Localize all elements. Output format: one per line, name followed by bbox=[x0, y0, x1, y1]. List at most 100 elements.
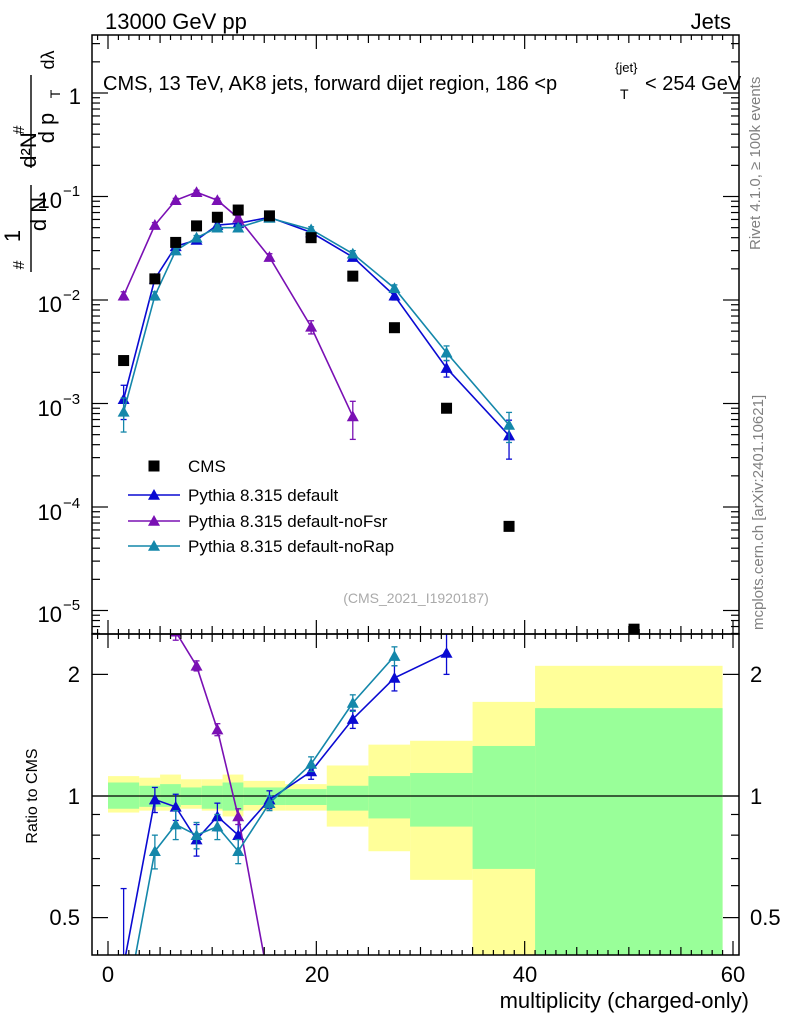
x-tick-label: 20 bbox=[305, 962, 329, 987]
data-point bbox=[191, 220, 203, 232]
y-label-hash: # bbox=[11, 125, 28, 134]
plot-title-tail: < 254 GeV bbox=[645, 73, 742, 95]
data-point bbox=[347, 270, 359, 282]
legend-marker-data bbox=[148, 460, 160, 472]
ratio-point bbox=[211, 820, 224, 832]
ratio-point bbox=[118, 538, 130, 549]
data-point bbox=[305, 232, 317, 244]
series-point bbox=[388, 289, 401, 301]
analysis-watermark: (CMS_2021_I1920187) bbox=[343, 590, 489, 606]
plot-title-subscript: T bbox=[620, 86, 629, 102]
x-tick-label: 60 bbox=[721, 962, 745, 987]
ratio-point bbox=[232, 845, 245, 857]
series-point bbox=[117, 289, 130, 301]
y-tick-exponent: −4 bbox=[63, 495, 80, 512]
stat-band bbox=[201, 785, 223, 809]
ratio-point bbox=[346, 713, 359, 724]
data-point bbox=[232, 204, 244, 216]
stat-band bbox=[368, 776, 411, 819]
legend-label: CMS bbox=[188, 457, 226, 476]
ratio-point bbox=[169, 634, 182, 637]
y-tick-label: 10 bbox=[38, 602, 62, 627]
main-plot-series bbox=[117, 186, 640, 634]
legend-marker bbox=[148, 489, 160, 500]
series-point bbox=[346, 247, 359, 259]
legend-marker bbox=[148, 540, 160, 551]
series-point bbox=[388, 282, 401, 294]
series-point bbox=[211, 221, 224, 233]
data-point bbox=[503, 520, 515, 532]
series-point bbox=[440, 362, 453, 373]
legend: CMS Pythia 8.315 default Pythia 8.315 defa… bbox=[128, 457, 394, 556]
series-line bbox=[122, 217, 510, 426]
data-point bbox=[149, 273, 161, 285]
header-left: 13000 GeV pp bbox=[105, 9, 247, 34]
ratio-line bbox=[134, 655, 396, 955]
data-point bbox=[388, 322, 400, 334]
main-y-tick-labels: 1 10 −1 10 −2 10 −3 10 −4 10 −5 bbox=[38, 84, 81, 627]
stat-band bbox=[285, 789, 327, 805]
y-label-dlambda: dλ bbox=[38, 50, 58, 69]
series-point bbox=[232, 221, 245, 233]
ratio-point bbox=[305, 758, 318, 769]
ratio-point bbox=[263, 797, 276, 808]
data-point bbox=[263, 210, 275, 222]
series-point bbox=[148, 289, 161, 301]
series-point bbox=[232, 211, 245, 223]
header-right: Jets bbox=[691, 9, 731, 34]
rivet-version-label: Rivet 4.1.0, ≥ 100k events bbox=[747, 77, 764, 250]
ratio-point bbox=[148, 845, 161, 857]
y-tick-label: 10 bbox=[38, 188, 62, 213]
ratio-point bbox=[232, 810, 245, 822]
stat-band bbox=[535, 708, 723, 955]
ratio-point bbox=[263, 979, 275, 990]
y-tick-label: 1 bbox=[69, 84, 81, 109]
y-label-one: 1 bbox=[0, 230, 25, 242]
ratio-point bbox=[190, 659, 203, 671]
x-tick-labels: 0 20 40 60 bbox=[102, 962, 745, 987]
series-point bbox=[305, 320, 318, 332]
data-point bbox=[441, 402, 453, 414]
series-point bbox=[117, 405, 130, 417]
y-tick-exponent: −2 bbox=[63, 287, 80, 304]
y-tick-exponent: −3 bbox=[63, 391, 80, 408]
series-point bbox=[263, 251, 276, 262]
ratio-point bbox=[148, 793, 161, 805]
ratio-point bbox=[388, 671, 401, 683]
ratio-tick-label: 2 bbox=[68, 662, 80, 687]
plot-title-superscript: {jet} bbox=[615, 60, 638, 75]
ratio-point bbox=[118, 960, 130, 971]
ratio-point bbox=[169, 818, 182, 830]
y-tick-label: 10 bbox=[38, 500, 62, 525]
ratio-y-tick-labels: 2 1 0.5 2 1 0.5 bbox=[49, 662, 780, 930]
ratio-point bbox=[440, 646, 453, 658]
x-tick-label: 40 bbox=[513, 962, 537, 987]
ratio-point bbox=[388, 650, 401, 661]
y-label-subscript: T bbox=[47, 89, 63, 98]
y-label-d2n: d²N bbox=[16, 132, 41, 167]
ratio-point bbox=[232, 829, 245, 840]
series-point bbox=[305, 223, 318, 235]
main-y-axis-label: d²N dλ d p T 1 d N # # bbox=[0, 50, 63, 272]
ratio-uncertainty-bands bbox=[108, 665, 723, 955]
ratio-point bbox=[169, 800, 182, 812]
data-point bbox=[170, 236, 182, 248]
ratio-tick-label-right: 2 bbox=[750, 662, 762, 687]
series-point bbox=[346, 410, 359, 422]
ratio-point bbox=[118, 1013, 130, 1024]
legend-label: Pythia 8.315 default-noRap bbox=[188, 537, 394, 556]
series-point bbox=[190, 231, 203, 243]
y-tick-exponent: −1 bbox=[63, 183, 80, 200]
series-point bbox=[440, 346, 453, 358]
stat-band bbox=[410, 773, 473, 827]
stat-band bbox=[472, 745, 536, 869]
stat-band bbox=[326, 785, 369, 811]
axis-ticks bbox=[92, 35, 739, 955]
ratio-tick-label: 0.5 bbox=[49, 905, 80, 930]
legend-label: Pythia 8.315 default-noFsr bbox=[188, 512, 388, 531]
ratio-plot-frame bbox=[91, 633, 740, 956]
series-point bbox=[190, 186, 203, 198]
series-point bbox=[148, 219, 161, 230]
ratio-tick-label: 1 bbox=[68, 784, 80, 809]
